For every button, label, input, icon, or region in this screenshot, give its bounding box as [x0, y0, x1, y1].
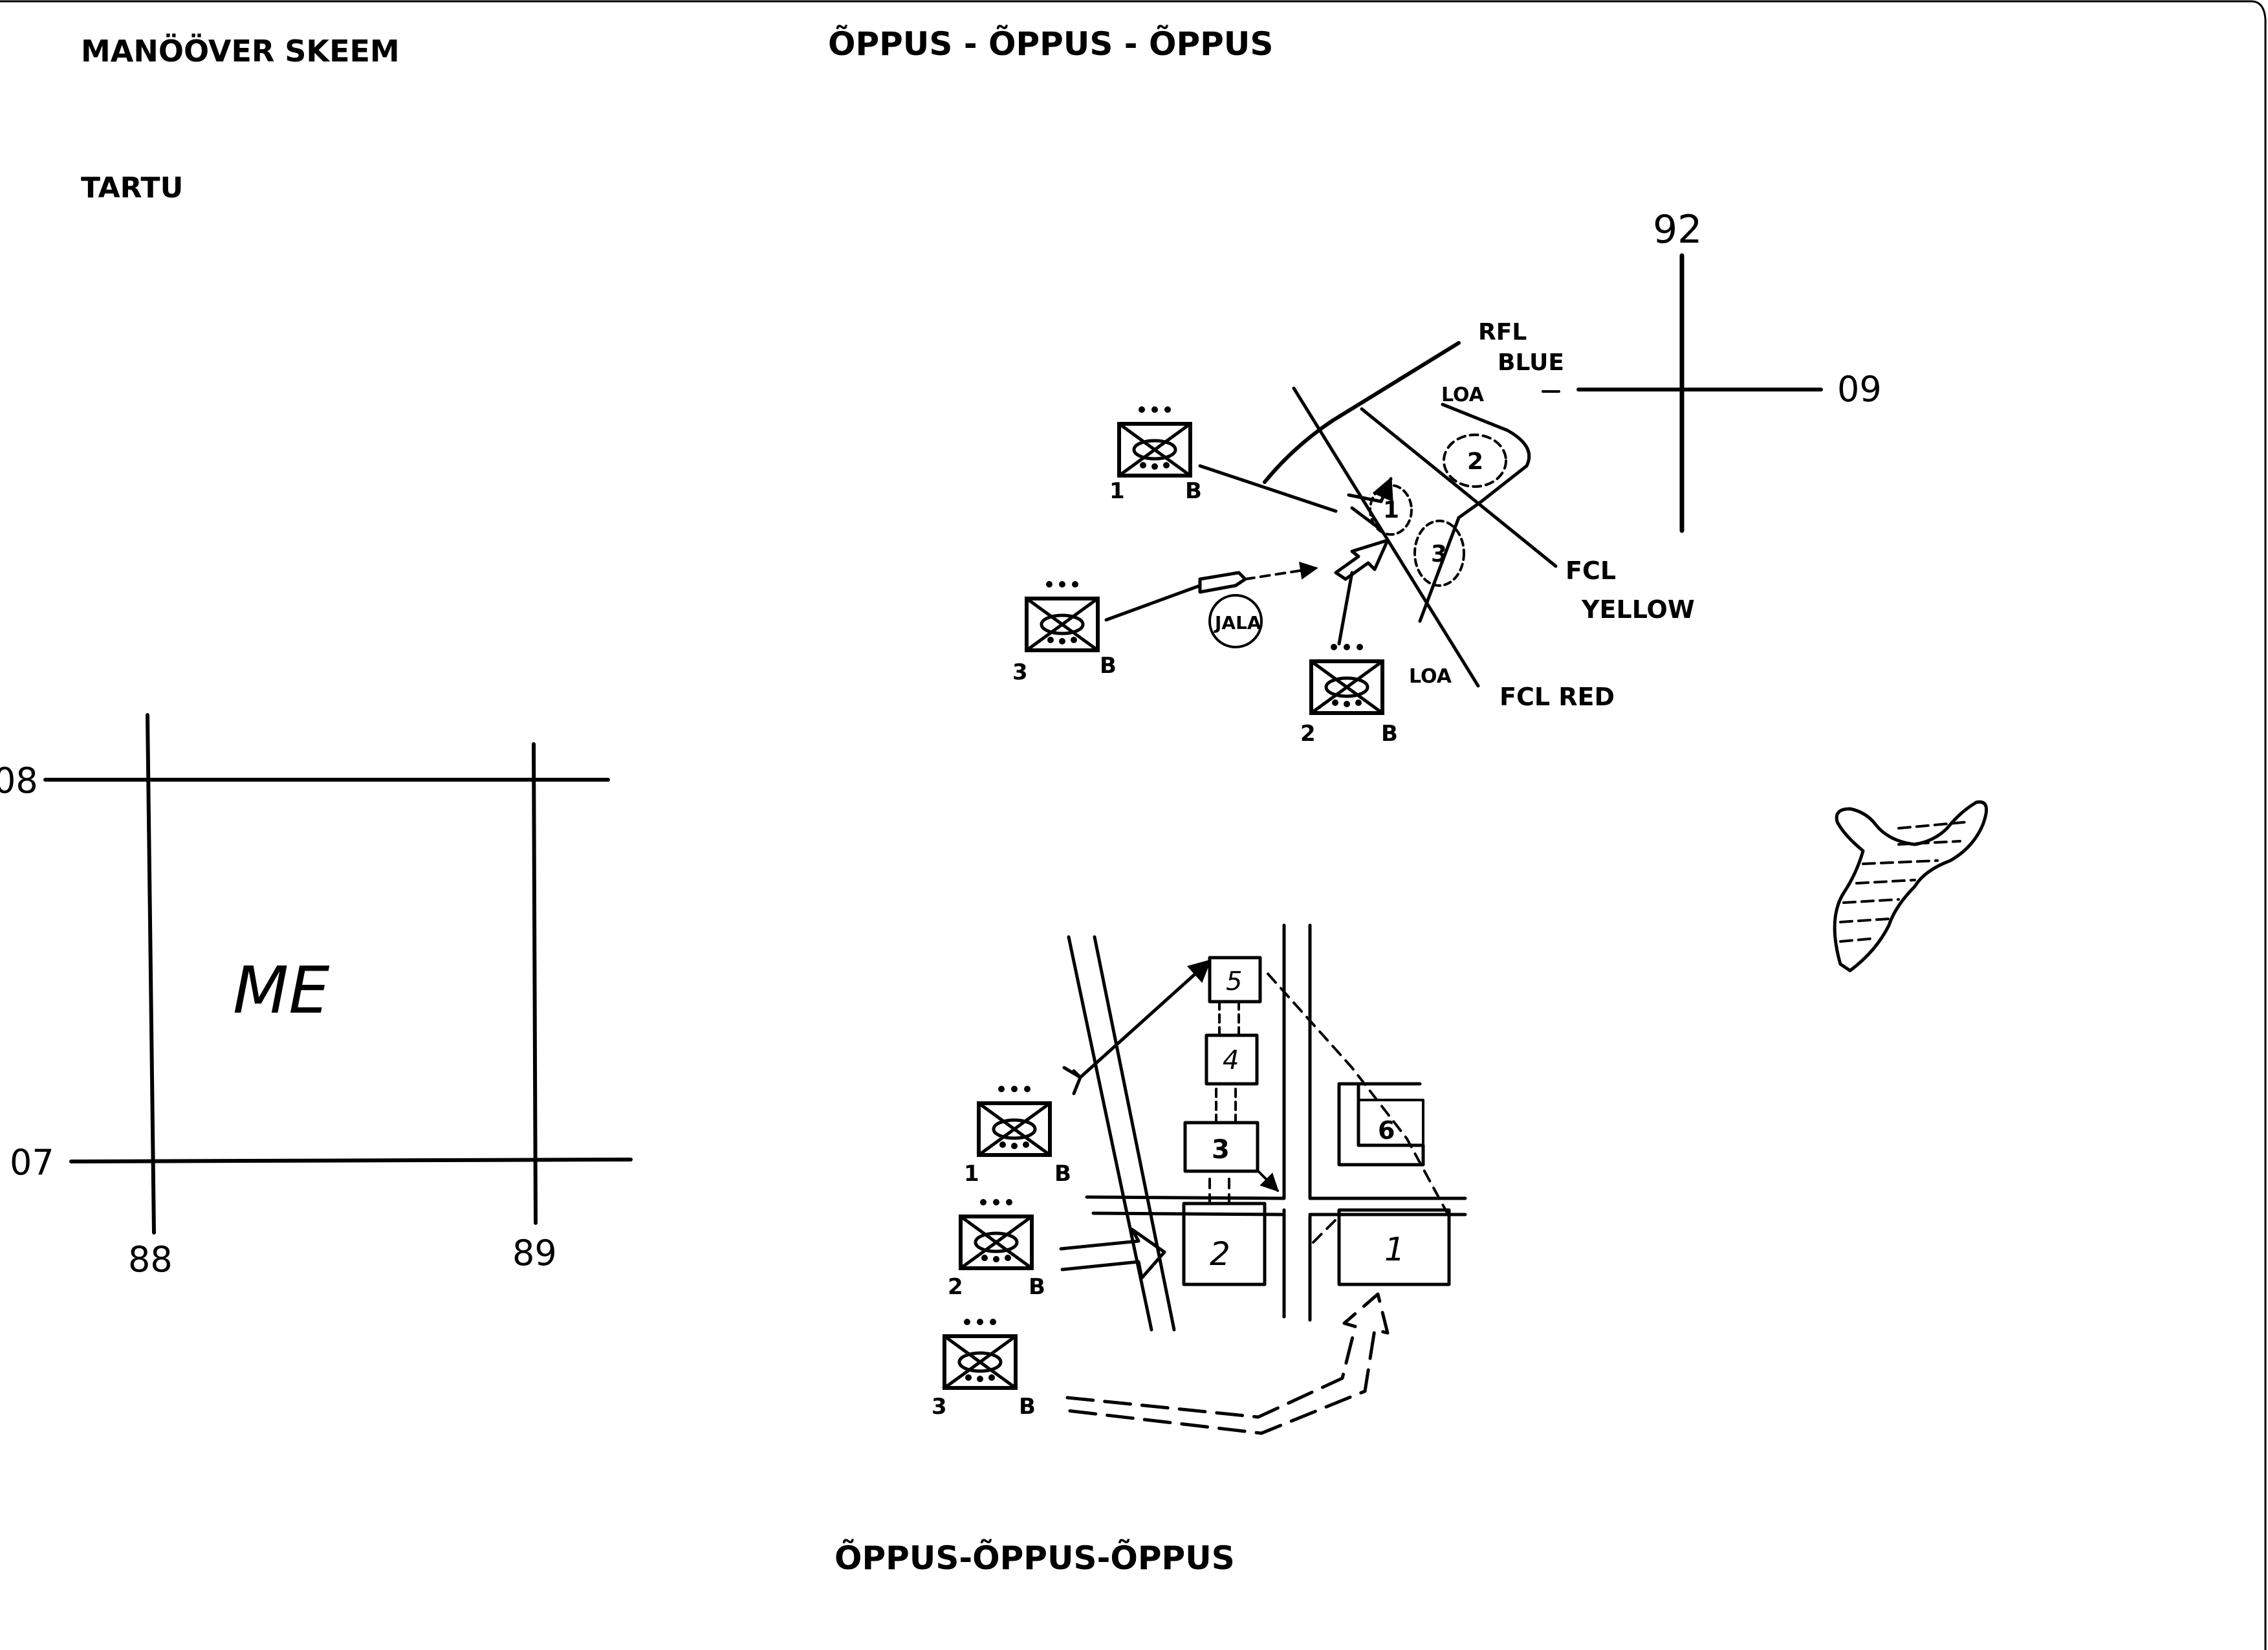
unit-1b-bottom-left-label: 1: [964, 1161, 979, 1187]
objective-2-label: 2: [1467, 448, 1483, 475]
sheet-title: MANÖÖVER SKEEM: [81, 34, 400, 69]
northing-top-label: 08: [0, 760, 38, 801]
unit-2b-left-label: 2: [1300, 721, 1316, 747]
building-4-label: 4: [1223, 1046, 1239, 1075]
northing-bottom-label: 07: [10, 1142, 54, 1183]
lake-symbol: [1833, 800, 1989, 973]
rfl-blue-label: BLUE: [1498, 349, 1564, 376]
unit-3b-bottom-right-label: B: [1019, 1394, 1036, 1420]
unit-1b-symbol: [1119, 406, 1190, 476]
easting-left-label: 88: [128, 1239, 173, 1280]
grid-cross-north-label: 92: [1653, 207, 1702, 252]
unit-1b-left-label: 1: [1109, 478, 1125, 504]
fcl-label: FCL: [1565, 556, 1616, 585]
unit-2b-bottom-symbol: [961, 1199, 1032, 1268]
unit-2b-right-label: B: [1381, 721, 1398, 747]
unit-3b-right-label: B: [1100, 653, 1117, 679]
unit-1b-bottom-symbol: [979, 1086, 1050, 1155]
building-1-label: 1: [1384, 1231, 1405, 1268]
bottom-scheme: 1 2 3 4 5 6 1 B: [932, 923, 1467, 1435]
objective-1-label: 1: [1383, 497, 1399, 523]
objective-3-label: 3: [1431, 541, 1447, 567]
building-3-label: 3: [1212, 1135, 1230, 1165]
loa-top-label: LOA: [1441, 384, 1485, 406]
unit-1b-bottom-right-label: B: [1054, 1161, 1071, 1187]
location-label: TARTU: [81, 171, 183, 204]
exercise-marking-top: ÕPPUS - ÕPPUS - ÕPPUS: [828, 25, 1273, 63]
building-2-label: 2: [1210, 1235, 1230, 1273]
rfl-label: RFL: [1478, 319, 1527, 346]
unit-3b-bottom-symbol: [944, 1319, 1016, 1388]
unit-2b-symbol: [1311, 644, 1382, 713]
unit-3b-left-label: 3: [1012, 659, 1028, 685]
jala-label: JALA: [1214, 612, 1261, 633]
building-5-label: 5: [1226, 967, 1242, 996]
grid-square-label: ME: [233, 952, 329, 1028]
fcl-red-label: FCL RED: [1499, 683, 1615, 711]
easting-right-label: 89: [512, 1233, 557, 1273]
loa-bottom-label: LOA: [1409, 665, 1452, 688]
exercise-marking-bottom: ÕPPUS-ÕPPUS-ÕPPUS: [834, 1539, 1235, 1577]
unit-2b-bottom-right-label: B: [1029, 1274, 1045, 1300]
unit-1b-right-label: B: [1185, 478, 1202, 504]
top-scheme: RFL BLUE FCL RED FCL YELLOW LOA LOA 2 1 …: [1012, 319, 1695, 747]
grid-cross: 92 09: [1542, 207, 1882, 533]
grid-square: ME 08 07 88 89: [0, 713, 633, 1280]
unit-3b-bottom-left-label: 3: [932, 1394, 947, 1420]
unit-3b-symbol: [1027, 581, 1098, 650]
grid-cross-east-label: 09: [1837, 369, 1882, 410]
building-6-label: 6: [1378, 1116, 1395, 1145]
unit-2b-bottom-left-label: 2: [948, 1274, 963, 1300]
fcl-yellow-label: YELLOW: [1581, 595, 1695, 624]
